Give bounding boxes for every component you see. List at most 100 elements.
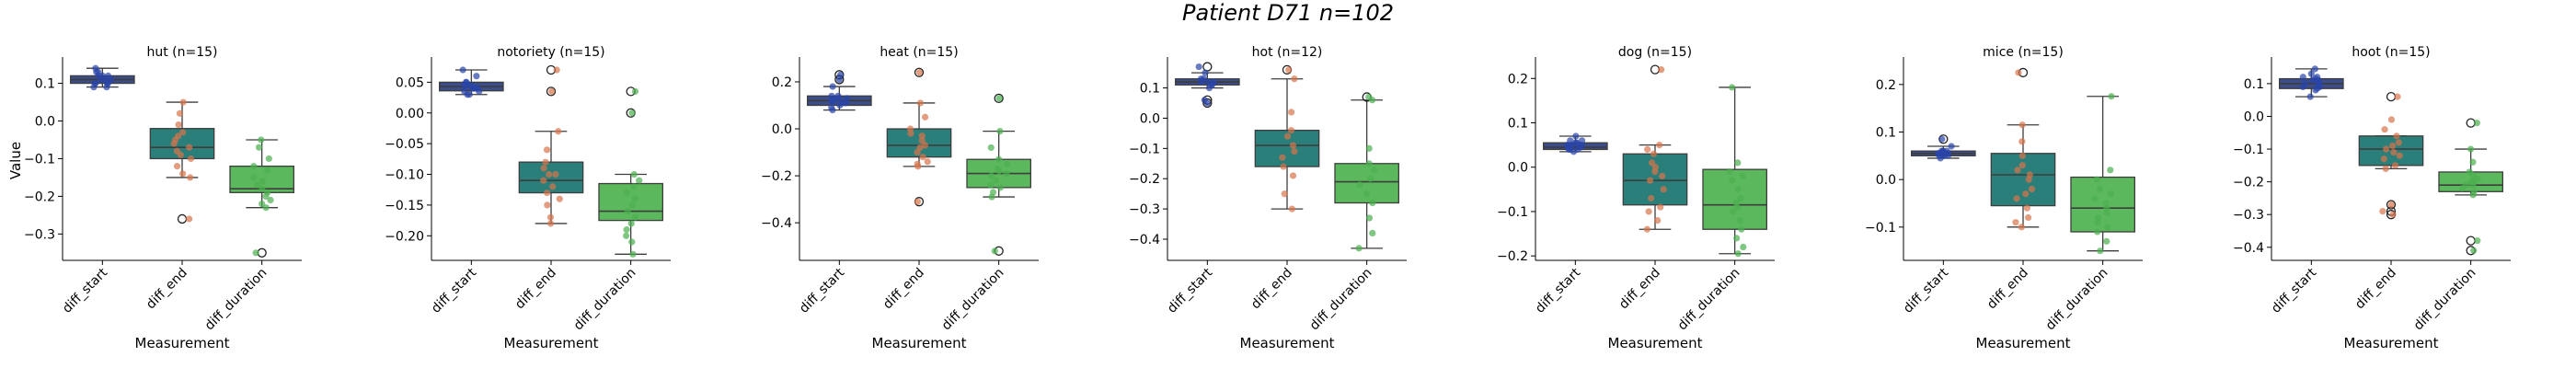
data-point <box>1289 142 1297 149</box>
data-point <box>2014 167 2021 174</box>
y-tick-label: −0.2 <box>761 169 792 184</box>
data-point <box>2379 208 2386 215</box>
data-point <box>463 78 470 86</box>
y-tick-label: −0.05 <box>385 137 424 152</box>
data-point <box>2107 167 2114 174</box>
data-point <box>1737 194 1744 202</box>
panel-3: hot (n=12) 0.1 0.0 −0.1 −0.2 −0.3 −0.4 diff_sta… <box>1129 45 1407 351</box>
data-point <box>921 113 929 121</box>
data-point <box>988 193 995 201</box>
data-point <box>631 195 638 202</box>
panel-0: hut (n=15) 0.1 0.0 −0.1 −0.2 −0.3 diff_start di… <box>7 45 302 351</box>
outlier-marker <box>546 86 557 97</box>
y-tick-label: 0.1 <box>1508 117 1528 132</box>
data-point <box>2469 181 2477 189</box>
y-tick-label: −0.4 <box>2233 241 2264 256</box>
data-point <box>630 170 638 178</box>
data-point <box>253 181 261 189</box>
data-point <box>1355 245 1363 252</box>
panel-6: hoot (n=15) 0.1 0.0 −0.1 −0.2 −0.3 −0.4 diff_st… <box>2233 45 2511 351</box>
data-point <box>1733 203 1742 211</box>
x-axis-label: Measurement <box>1608 335 1703 351</box>
data-point <box>632 213 639 221</box>
data-point <box>1004 160 1011 167</box>
y-tick-label: −0.1 <box>2233 143 2264 157</box>
data-point <box>459 66 466 74</box>
y-tick-label: 0.1 <box>2244 77 2264 92</box>
data-point <box>996 127 1004 135</box>
data-point <box>186 144 193 151</box>
data-point <box>1287 109 1295 116</box>
data-point <box>624 207 631 215</box>
box-diff_duration <box>1702 168 1767 230</box>
data-point <box>2469 191 2477 199</box>
data-point <box>1660 186 1667 193</box>
data-point <box>1651 164 1659 171</box>
data-point <box>1288 205 1295 213</box>
data-point <box>466 91 473 98</box>
y-tick-label: −0.2 <box>2233 176 2264 190</box>
data-point <box>1734 186 1742 193</box>
data-point <box>173 163 181 170</box>
data-point <box>1643 225 1650 233</box>
panel-title: hot (n=12) <box>1252 45 1323 60</box>
data-point <box>623 226 630 234</box>
data-point <box>2023 204 2030 212</box>
data-point <box>1740 243 1747 251</box>
data-point <box>174 132 182 140</box>
data-point <box>1654 217 1662 224</box>
data-point <box>918 132 926 140</box>
data-point <box>1287 127 1295 134</box>
x-axis-label: Measurement <box>1976 335 2071 351</box>
data-point <box>187 155 195 163</box>
x-tick-label: diff_duration <box>2411 266 2479 334</box>
x-tick-label: diff_duration <box>571 266 639 334</box>
data-point <box>1944 152 1951 159</box>
x-tick-label: diff_end <box>144 266 190 313</box>
data-point <box>629 250 637 258</box>
x-tick-label: diff_end <box>880 266 927 313</box>
data-point <box>542 158 549 166</box>
outlier-marker <box>914 67 925 77</box>
data-point <box>2103 209 2110 216</box>
data-point <box>2307 70 2315 77</box>
data-point <box>2394 93 2401 100</box>
data-point <box>924 158 931 166</box>
data-point <box>1291 75 1298 83</box>
data-point <box>556 195 563 202</box>
y-tick-label: −0.3 <box>2233 208 2264 223</box>
box-diff_duration <box>2070 176 2135 233</box>
data-point <box>552 170 559 178</box>
data-point <box>265 155 272 163</box>
data-point <box>1283 132 1292 140</box>
data-point <box>2018 152 2026 159</box>
data-point <box>540 177 547 184</box>
data-point <box>2312 75 2319 83</box>
y-tick-label: −0.2 <box>24 190 55 204</box>
x-tick-label: diff_start <box>2269 265 2320 316</box>
data-point <box>2383 145 2390 153</box>
data-point <box>2388 142 2397 150</box>
data-point <box>1733 235 1741 242</box>
y-tick-label: −0.15 <box>385 199 424 213</box>
y-tick-label: 0.0 <box>772 122 792 137</box>
panel-title: hut (n=15) <box>146 45 217 60</box>
x-tick-label: diff_start <box>1165 265 1216 316</box>
y-tick-label: 0.1 <box>35 77 55 92</box>
data-point <box>1356 181 1363 189</box>
data-point <box>2469 158 2477 166</box>
panel-title: notoriety (n=15) <box>497 45 604 60</box>
y-tick-label: −0.4 <box>761 216 792 231</box>
data-point <box>996 184 1005 191</box>
data-point <box>1568 142 1575 149</box>
data-point <box>2396 152 2403 159</box>
data-point <box>2312 86 2319 94</box>
data-point <box>1646 177 1654 184</box>
y-tick-label: 0.05 <box>396 75 424 90</box>
y-tick-label: −0.2 <box>1129 172 1160 187</box>
x-tick-label: diff_end <box>1248 266 1295 313</box>
data-point <box>921 142 929 149</box>
panel-title: mice (n=15) <box>1983 45 2064 60</box>
y-tick-label: −0.2 <box>1497 249 1528 264</box>
data-point <box>1574 145 1581 154</box>
